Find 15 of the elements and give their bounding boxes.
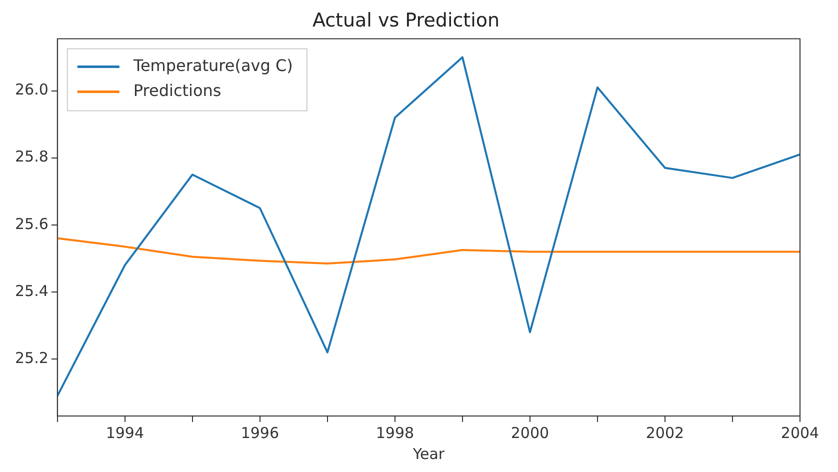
- x-tick-label: 2000: [510, 424, 550, 442]
- x-axis-title: Year: [412, 444, 446, 463]
- x-tick-label: 1994: [106, 424, 144, 442]
- y-tick-label: 25.2: [14, 348, 48, 367]
- legend-label: Temperature(avg C): [132, 56, 293, 75]
- x-tick-label: 2004: [780, 424, 820, 442]
- chart-title: Actual vs Prediction: [312, 9, 500, 32]
- y-tick-label: 25.6: [14, 214, 48, 233]
- x-tick-label: 1998: [376, 424, 414, 442]
- legend-label: Predictions: [133, 80, 222, 100]
- y-tick-label: 25.8: [14, 148, 48, 166]
- x-tick-label: 2002: [646, 424, 684, 442]
- x-tick-label: 1996: [240, 424, 280, 442]
- y-tick-label: 26.0: [14, 80, 48, 99]
- y-tick-label: 25.4: [14, 282, 48, 300]
